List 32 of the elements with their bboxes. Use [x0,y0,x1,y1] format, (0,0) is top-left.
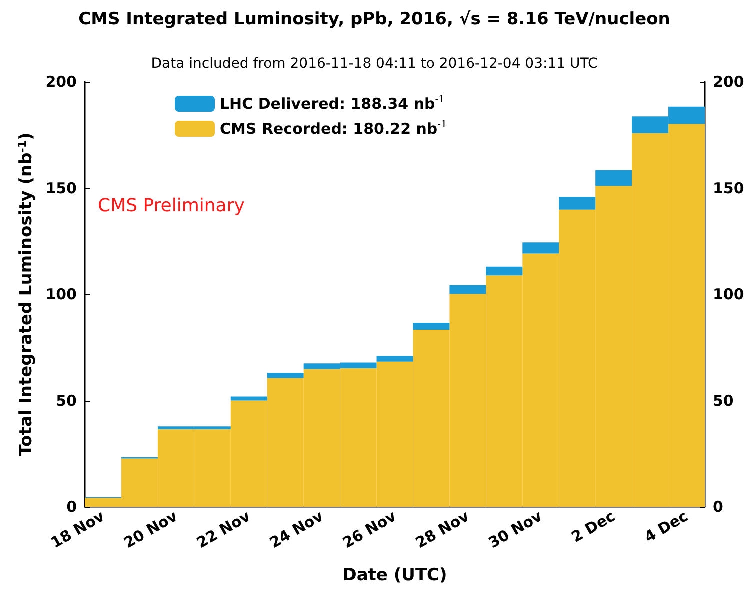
y-tick-label: 0 [66,498,77,516]
bar [267,373,304,378]
y2-tick-label: 0 [713,498,724,516]
chart-subtitle: Data included from 2016-11-18 04:11 to 2016-12-04 03:11 UTC [151,56,598,72]
y-tick-label: 150 [46,179,77,198]
bar [522,242,560,254]
x-axis-title: Date (UTC) [342,566,448,586]
bar [450,285,486,294]
chart-title: CMS Integrated Luminosity, pPb, 2016, √s = 8.16 TeV/nucleon [78,10,670,30]
annotation: CMS Preliminary [98,196,246,216]
y-axis-title: Total Integrated Luminosity (nb-1) [16,132,36,456]
x-tick-label: 28 Nov [412,507,473,552]
x-tick-label: 24 Nov [266,507,327,552]
x-tick-label: 26 Nov [340,507,400,552]
x-tick-label: 2 Dec [568,507,618,546]
y2-tick-label: 150 [713,179,744,198]
bar [559,197,596,210]
bar [486,266,523,276]
y-tick-label: 100 [46,286,77,304]
bar [230,396,268,401]
x-tick-label: 20 Nov [120,507,181,552]
y2-tick-label: 50 [713,392,734,410]
bar [376,356,414,362]
y-tick-label: 50 [56,392,77,410]
x-tick-label: 4 Dec [641,507,692,546]
y-tick-label: 200 [46,73,77,91]
bar [596,170,632,186]
x-tick-label: 22 Nov [194,507,254,552]
x-tick-label: 30 Nov [486,507,546,552]
bar [413,322,450,330]
y2-tick-label: 100 [713,286,744,304]
y2-tick-label: 200 [713,73,744,91]
